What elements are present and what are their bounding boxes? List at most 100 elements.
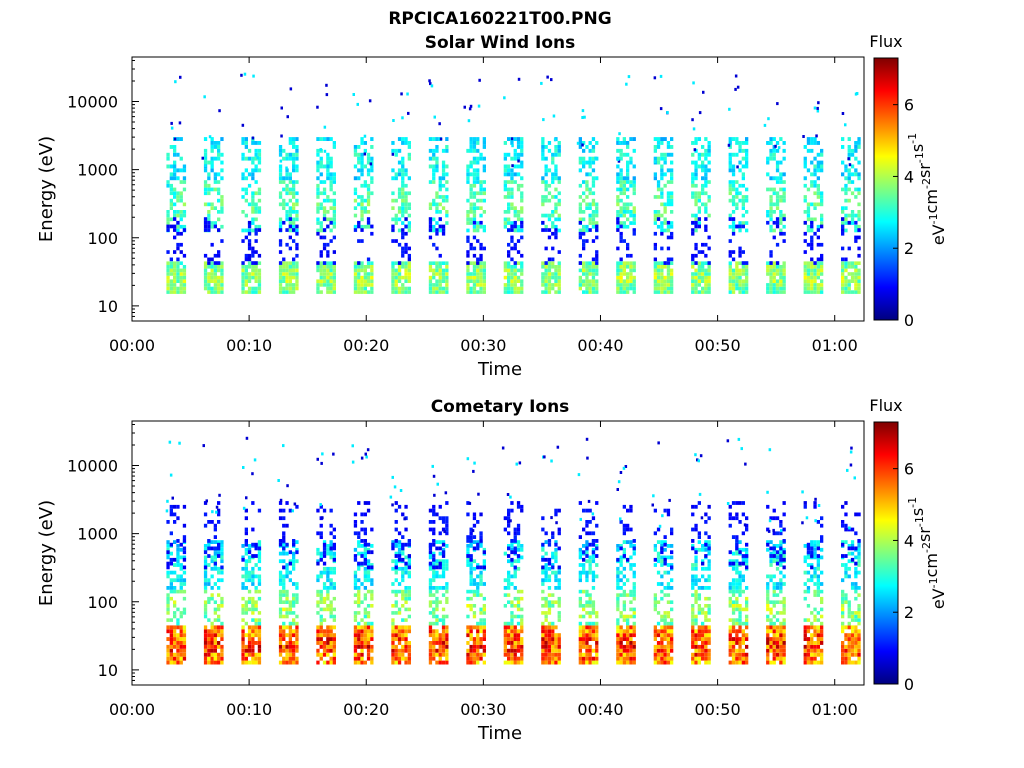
spectrogram-cell [251,611,255,615]
spectrogram-cell [626,656,630,661]
spectrogram-cell [363,265,367,269]
spectrogram-cell [585,633,589,638]
spectrogram-cell [854,279,858,283]
spectrogram-cell [591,168,596,173]
spectrogram-cell [854,235,858,240]
spectrogram-cell [394,593,398,597]
spectrogram-cell [656,268,661,273]
spectrogram-cell [441,279,446,283]
spectrogram-cell [282,607,286,612]
spectrogram-cell [332,141,336,145]
spectrogram-cell [278,164,283,169]
spectrogram-cell [203,523,208,528]
spectrogram-cell [364,452,367,456]
spectrogram-cell [516,559,521,564]
spectrogram-cell [244,570,248,575]
spectrogram-cell [653,633,657,638]
spectrogram-cell [769,198,773,203]
spectrogram-cell [806,272,811,276]
spectrogram-cell [319,618,323,622]
spectrogram-cell [626,286,630,291]
spectrogram-cell [295,637,299,641]
spectrogram-cell [404,286,408,291]
spectrogram-cell [516,596,521,601]
spectrogram-cell [441,566,446,571]
spectrogram-cell [694,220,698,225]
spectrogram-cell [476,176,480,181]
spectrogram-cell [203,253,208,258]
spectrogram-cell [169,286,173,291]
spectrogram-cell [622,137,626,141]
spectrogram-cell [217,180,221,184]
spectrogram-cell [619,198,623,203]
spectrogram-cell [616,641,620,645]
spectrogram-cell [745,148,749,153]
spectrogram-cell [476,221,480,225]
spectrogram-cell [213,637,217,641]
spectrogram-cell [482,198,486,203]
spectrogram-cell [404,141,408,145]
spectrogram-cell [626,206,630,210]
spectrogram-cell [182,565,187,570]
spectrogram-cell [244,527,248,532]
spectrogram-cell [782,261,786,265]
spectrogram-cell [656,286,661,291]
spectrogram-cell [769,152,773,157]
spectrogram-cell [285,166,288,170]
spectrogram-cell [353,206,358,210]
spectrogram-cell [207,578,211,583]
spectrogram-cell [745,187,749,192]
spectrogram-cell [288,656,292,661]
spectrogram-cell [547,656,552,661]
spectrogram-cell [707,195,711,199]
spectrogram-cell [207,637,211,641]
spectrogram-cell [511,144,514,148]
spectrogram-cell [670,137,674,141]
spectrogram-cell [619,210,623,214]
spectrogram-cell [544,279,548,283]
spectrogram-cell [316,547,320,552]
spectrogram-cell [366,202,371,207]
spectrogram-cell [507,578,511,583]
spectrogram-cell [803,164,807,169]
spectrogram-cell [213,176,217,181]
spectrogram-cell [392,119,395,122]
spectrogram-cell [295,279,299,283]
spectrogram-cell [435,137,439,141]
spectrogram-cell [366,550,371,555]
spectrogram-cell [544,172,548,177]
spectrogram-cell [295,137,299,141]
spectrogram-cell [779,172,783,177]
spectrogram-cell [285,183,289,188]
spectrogram-cell [360,554,364,558]
spectrogram-cell [441,607,446,612]
spectrogram-cell [626,641,630,645]
spectrogram-cell [322,187,327,192]
spectrogram-cell [691,286,695,291]
spectrogram-cell [557,265,561,269]
spectrogram-cell [629,221,633,225]
spectrogram-cell [244,141,248,145]
spectrogram-cell [213,221,217,225]
spectrogram-cell [469,652,473,657]
spectrogram-cell [595,629,599,634]
spectrogram-cell [182,582,187,586]
spectrogram-cell [850,213,855,218]
spectrogram-cell [585,160,589,165]
spectrogram-cell [616,283,620,287]
spectrogram-cell [775,198,780,203]
spectrogram-cell [666,180,671,184]
spectrogram-cell [357,633,361,638]
spectrogram-cell [738,224,742,229]
spectrogram-cell [544,551,548,556]
spectrogram-cell [767,117,770,121]
spectrogram-cell [624,465,628,468]
spectrogram-cell [207,228,211,232]
spectrogram-cell [213,261,217,265]
spectrogram-cell [772,265,776,269]
spectrogram-cell [619,637,623,641]
panel-title: Solar Wind Ions [425,33,576,53]
spectrogram-cell [588,563,592,567]
spectrogram-cell [360,228,364,232]
spectrogram-cell [213,644,217,649]
